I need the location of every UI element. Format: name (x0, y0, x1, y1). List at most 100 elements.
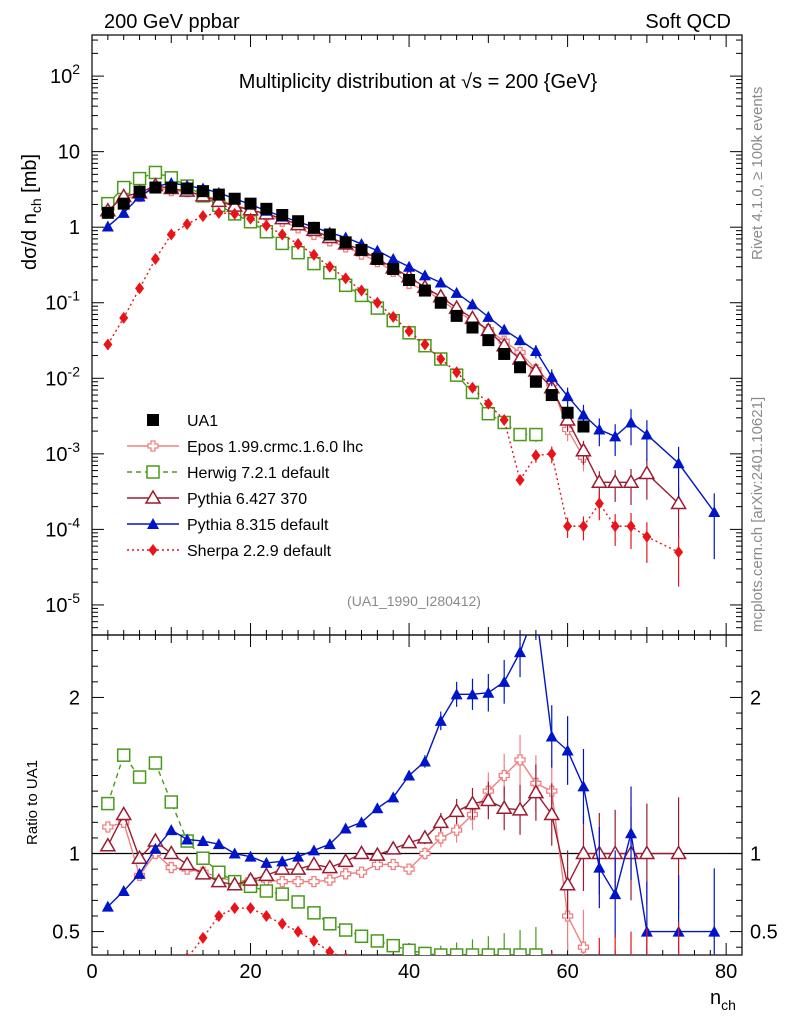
ratio-point-pythia (416, 829, 434, 844)
data-point-herwig (132, 171, 147, 186)
ratio-point-sherpa (373, 963, 382, 975)
x-axis-title-main: n (710, 987, 721, 1009)
data-point-sherpa (246, 212, 256, 225)
data-point-ua1 (292, 215, 305, 228)
ratio-point-sherpa (563, 999, 572, 1011)
ratio-point-herwig (354, 929, 369, 944)
data-point-pythia (529, 344, 542, 356)
data-point-sherpa (436, 353, 446, 366)
data-point-sherpa (515, 474, 525, 487)
header-right-label: Soft QCD (645, 11, 731, 33)
data-point-ua1 (403, 274, 416, 287)
ratio-point-pythia (149, 842, 162, 854)
data-point-ua1 (307, 221, 320, 234)
ratio-point-pythia (543, 806, 561, 821)
data-point-ua1 (181, 182, 194, 195)
data-point-pythia (482, 310, 495, 322)
series-ua1 (101, 181, 590, 433)
y-tick-base: 10 (45, 595, 67, 617)
series-pythia (99, 177, 687, 538)
ratio-point-pythia (276, 855, 289, 867)
y-axis-title-sub: ch (28, 198, 44, 213)
legend-marker (148, 544, 158, 556)
ratio-point-pythia (321, 859, 339, 874)
ratio-point-pythia (432, 813, 450, 829)
y-tick-exponent: 2 (72, 61, 80, 77)
x-axis-title: nch (710, 987, 736, 1013)
data-point-pythia (466, 298, 479, 310)
ratio-point-pythia (593, 861, 606, 873)
data-point-sherpa (309, 248, 319, 261)
data-point-ua1 (371, 252, 384, 265)
y-axis-title-unit: [mb] (19, 154, 41, 198)
y-tick-base: 10 (45, 444, 67, 466)
ratio-point-pythia (387, 791, 400, 803)
ratio-point-epos (292, 875, 304, 888)
ratio-line-pythia (107, 635, 715, 933)
ratio-point-epos (276, 875, 288, 888)
ratio-point-pythia (482, 686, 495, 698)
ratio-point-pythia (480, 791, 497, 807)
ratio-point-pythia (355, 816, 368, 828)
data-point-sherpa (230, 207, 240, 220)
ratio-point-pythia (273, 860, 291, 875)
ratio-line-herwig (107, 753, 536, 955)
data-point-ua1 (260, 202, 273, 215)
ratio-point-sherpa (500, 983, 509, 995)
data-point-pythia (638, 464, 656, 480)
data-point-sherpa (563, 520, 573, 533)
ratio-point-pythia (514, 646, 527, 658)
ratio-point-epos (387, 858, 399, 871)
data-point-sherpa (261, 219, 271, 232)
data-point-sherpa (404, 325, 414, 338)
data-point-pythia (514, 334, 527, 346)
y-tick-base: 10 (45, 293, 67, 315)
data-point-pythia (545, 370, 558, 382)
data-point-sherpa (531, 449, 541, 462)
ratio-point-epos (165, 861, 177, 874)
data-point-sherpa (325, 260, 335, 273)
data-point-sherpa (499, 414, 509, 427)
data-point-ua1 (149, 181, 162, 194)
ratio-point-pythia (448, 802, 465, 818)
ratio-tick-label-right: 0.5 (750, 922, 778, 944)
data-point-ua1 (434, 296, 447, 309)
data-point-sherpa (372, 296, 382, 309)
ratio-point-pythia (638, 845, 656, 860)
data-point-ua1 (133, 185, 146, 198)
data-point-pythia (387, 252, 400, 264)
data-point-ua1 (545, 389, 558, 402)
ratio-point-pythia (115, 806, 133, 821)
ratio-point-pythia (258, 866, 275, 882)
data-point-ua1 (577, 420, 590, 433)
data-point-ua1 (101, 206, 114, 219)
ratio-series-pythia (101, 635, 721, 955)
ratio-point-herwig (370, 934, 385, 948)
ratio-point-pythia (559, 876, 576, 891)
ratio-point-pythia (292, 850, 305, 862)
data-point-pythia (117, 206, 130, 218)
y-axis-title-main: dσ/d n (19, 213, 41, 270)
y-tick-exponent: -5 (68, 590, 81, 606)
x-tick-label: 0 (86, 961, 97, 983)
data-point-ua1 (466, 321, 479, 334)
data-point-ua1 (212, 188, 225, 201)
data-point-ua1 (276, 209, 289, 222)
ratio-point-pythia (418, 755, 431, 767)
legend-label: Herwig 7.2.1 default (187, 465, 330, 482)
data-point-ua1 (196, 185, 209, 198)
ratio-point-pythia (337, 852, 354, 868)
ratio-point-pythia (400, 834, 418, 849)
data-point-ua1 (339, 236, 352, 249)
legend-marker (146, 465, 160, 479)
ratio-point-sherpa (151, 986, 160, 998)
ratio-tick-label-right: 1 (750, 844, 761, 866)
ratio-point-sherpa (516, 999, 525, 1011)
ratio-point-herwig (449, 948, 464, 955)
ratio-point-pythia (162, 845, 180, 860)
ratio-point-herwig (513, 948, 527, 955)
ratio-point-sherpa (420, 974, 429, 986)
ratio-point-pythia (575, 845, 592, 860)
data-point-pythia (609, 430, 622, 442)
